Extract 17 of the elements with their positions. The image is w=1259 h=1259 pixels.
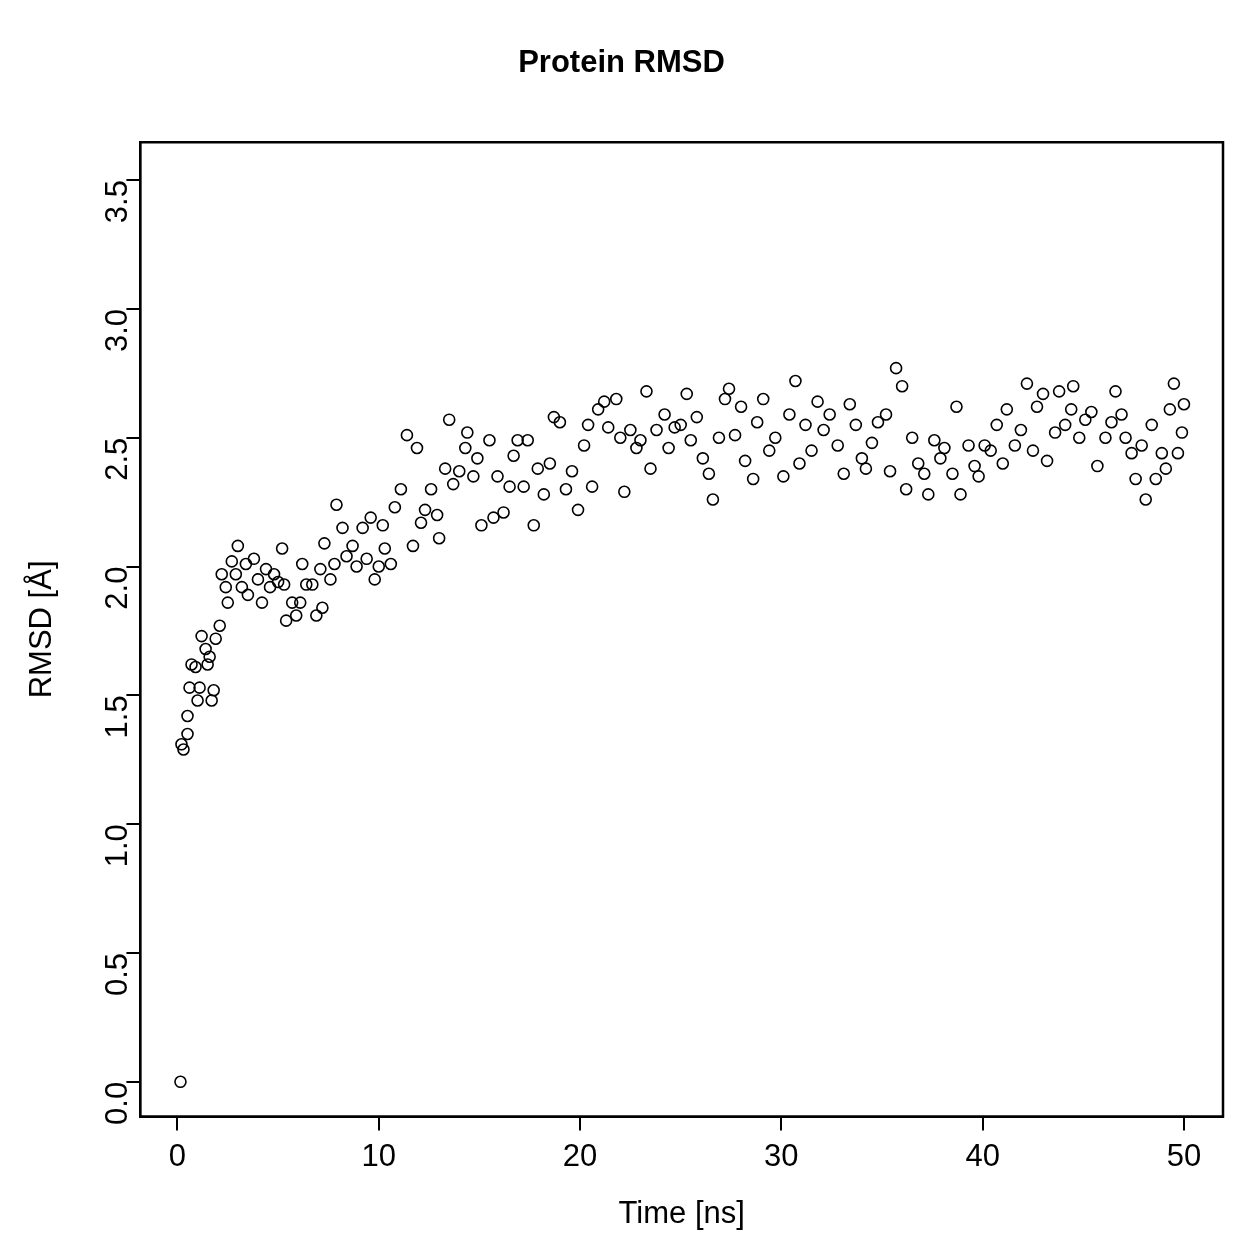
y-tick-label: 1.0 xyxy=(98,824,134,868)
y-tick-label: 2.0 xyxy=(98,566,134,610)
x-tick-label: 50 xyxy=(1166,1137,1202,1173)
x-tick-label: 10 xyxy=(361,1137,396,1173)
x-tick-label: 0 xyxy=(168,1137,187,1173)
y-tick-label: 3.5 xyxy=(98,180,134,224)
y-tick-label: 0.0 xyxy=(98,1081,134,1125)
y-tick-label: 3.0 xyxy=(98,308,134,352)
x-axis-title: Time [ns] xyxy=(618,1194,745,1230)
x-tick-label: 20 xyxy=(562,1137,598,1173)
y-axis-title: RMSD [Å] xyxy=(23,560,59,699)
x-tick-label: 30 xyxy=(764,1137,799,1173)
chart-title: Protein RMSD xyxy=(518,44,725,80)
x-tick-label: 40 xyxy=(965,1137,1000,1173)
y-tick-label: 1.5 xyxy=(98,695,134,739)
y-tick-label: 0.5 xyxy=(98,953,134,997)
y-tick-label: 2.5 xyxy=(98,437,134,481)
